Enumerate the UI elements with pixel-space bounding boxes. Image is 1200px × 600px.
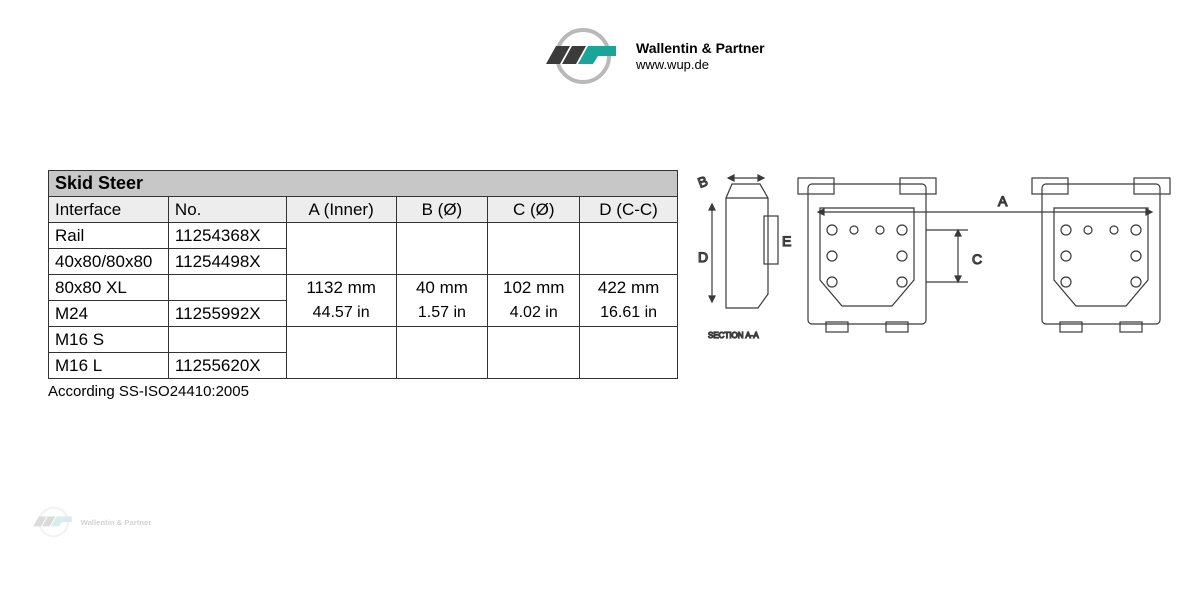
cell-b-in: 1.57 in bbox=[396, 301, 488, 327]
cell-blank bbox=[286, 327, 396, 379]
label-b: B bbox=[696, 173, 710, 191]
cell-no bbox=[168, 275, 286, 301]
table-title-row: Skid Steer bbox=[49, 171, 678, 197]
table-footnote: According SS-ISO24410:2005 bbox=[48, 383, 678, 400]
brand-name: Wallentin & Partner bbox=[636, 40, 765, 57]
col-no: No. bbox=[168, 197, 286, 223]
cell-no: 11255992X bbox=[168, 301, 286, 327]
col-interface: Interface bbox=[49, 197, 169, 223]
brand-url: www.wup.de bbox=[636, 57, 765, 73]
cell-no: 11255620X bbox=[168, 353, 286, 379]
cell-interface: 40x80/80x80 bbox=[49, 249, 169, 275]
label-d: D bbox=[698, 249, 708, 265]
col-a: A (Inner) bbox=[286, 197, 396, 223]
brand-logo: Wallentin & Partner www.wup.de bbox=[540, 28, 765, 84]
cell-blank bbox=[396, 327, 488, 379]
col-b: B (Ø) bbox=[396, 197, 488, 223]
cell-d-mm: 422 mm bbox=[580, 275, 678, 301]
cell-interface: M16 L bbox=[49, 353, 169, 379]
table-row: Rail 11254368X bbox=[49, 223, 678, 249]
brand-logo-text: Wallentin & Partner www.wup.de bbox=[636, 40, 765, 72]
drawing-svg: B D E SECTION A-A bbox=[696, 170, 1166, 370]
cell-no: 11254368X bbox=[168, 223, 286, 249]
cell-b-mm: 40 mm bbox=[396, 275, 488, 301]
cell-blank bbox=[580, 223, 678, 275]
cell-interface: 80x80 XL bbox=[49, 275, 169, 301]
cell-interface: Rail bbox=[49, 223, 169, 249]
spec-table-wrap: Skid Steer Interface No. A (Inner) B (Ø)… bbox=[48, 170, 678, 400]
brand-watermark: Wallentin & Partner bbox=[30, 507, 151, 538]
table-title: Skid Steer bbox=[49, 171, 678, 197]
label-c: C bbox=[972, 251, 982, 267]
cell-a-mm: 1132 mm bbox=[286, 275, 396, 301]
table-row: 80x80 XL 1132 mm 40 mm 102 mm 422 mm bbox=[49, 275, 678, 301]
cell-interface: M16 S bbox=[49, 327, 169, 353]
cell-blank bbox=[580, 327, 678, 379]
cell-blank bbox=[488, 327, 580, 379]
cell-no bbox=[168, 327, 286, 353]
cell-blank bbox=[396, 223, 488, 275]
cell-interface: M24 bbox=[49, 301, 169, 327]
table-header-row: Interface No. A (Inner) B (Ø) C (Ø) D (C… bbox=[49, 197, 678, 223]
col-d: D (C-C) bbox=[580, 197, 678, 223]
cell-c-mm: 102 mm bbox=[488, 275, 580, 301]
cell-blank bbox=[286, 223, 396, 275]
table-row: M24 11255992X 44.57 in 1.57 in 4.02 in 1… bbox=[49, 301, 678, 327]
col-c: C (Ø) bbox=[488, 197, 580, 223]
cell-no: 11254498X bbox=[168, 249, 286, 275]
brand-logo-mark bbox=[540, 28, 626, 84]
cell-a-in: 44.57 in bbox=[286, 301, 396, 327]
label-e: E bbox=[782, 233, 791, 249]
cell-blank bbox=[488, 223, 580, 275]
label-a: A bbox=[998, 193, 1008, 209]
cell-c-in: 4.02 in bbox=[488, 301, 580, 327]
cell-d-in: 16.61 in bbox=[580, 301, 678, 327]
label-section: SECTION A-A bbox=[708, 331, 759, 340]
spec-table: Skid Steer Interface No. A (Inner) B (Ø)… bbox=[48, 170, 678, 379]
engineering-drawings: B D E SECTION A-A bbox=[696, 170, 1180, 370]
table-row: M16 S bbox=[49, 327, 678, 353]
